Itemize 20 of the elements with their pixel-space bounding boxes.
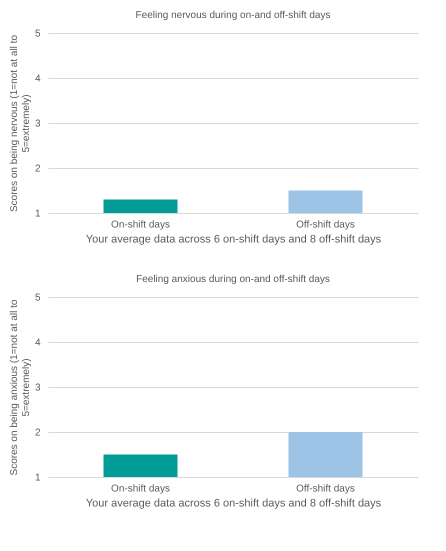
y-tick-label: 3 (34, 382, 41, 394)
chart-title: Feeling anxious during on-and off-shift days (136, 274, 330, 285)
y-tick-label: 5 (34, 28, 41, 40)
chart-title: Feeling nervous during on-and off-shift days (136, 10, 330, 21)
y-tick-label: 4 (34, 74, 41, 84)
y-tick-label: 2 (34, 428, 41, 438)
y-axis-title: Scores on being anxious (1=not at all to 5=extremely) (8, 299, 32, 476)
x-axis-title: Your average data across 6 on-shift days and 8 off-shift days (86, 498, 382, 510)
x-tick-label: On-shift days (111, 484, 170, 494)
y-tick-label: 4 (34, 338, 41, 348)
x-tick-label: Off-shift days (296, 220, 355, 230)
x-axis-title: Your average data across 6 on-shift days and 8 off-shift days (86, 234, 382, 246)
y-tick-label: 1 (34, 472, 41, 484)
y-tick-label: 2 (34, 164, 41, 174)
y-axis-title: Scores on being nervous (1=not at all to 5=extremely) (8, 34, 32, 212)
y-tick-label: 5 (34, 292, 41, 304)
y-tick-label: 3 (34, 118, 41, 130)
y-tick-label: 1 (34, 208, 41, 220)
x-tick-label: On-shift days (111, 220, 170, 230)
x-tick-label: Off-shift days (296, 484, 355, 494)
